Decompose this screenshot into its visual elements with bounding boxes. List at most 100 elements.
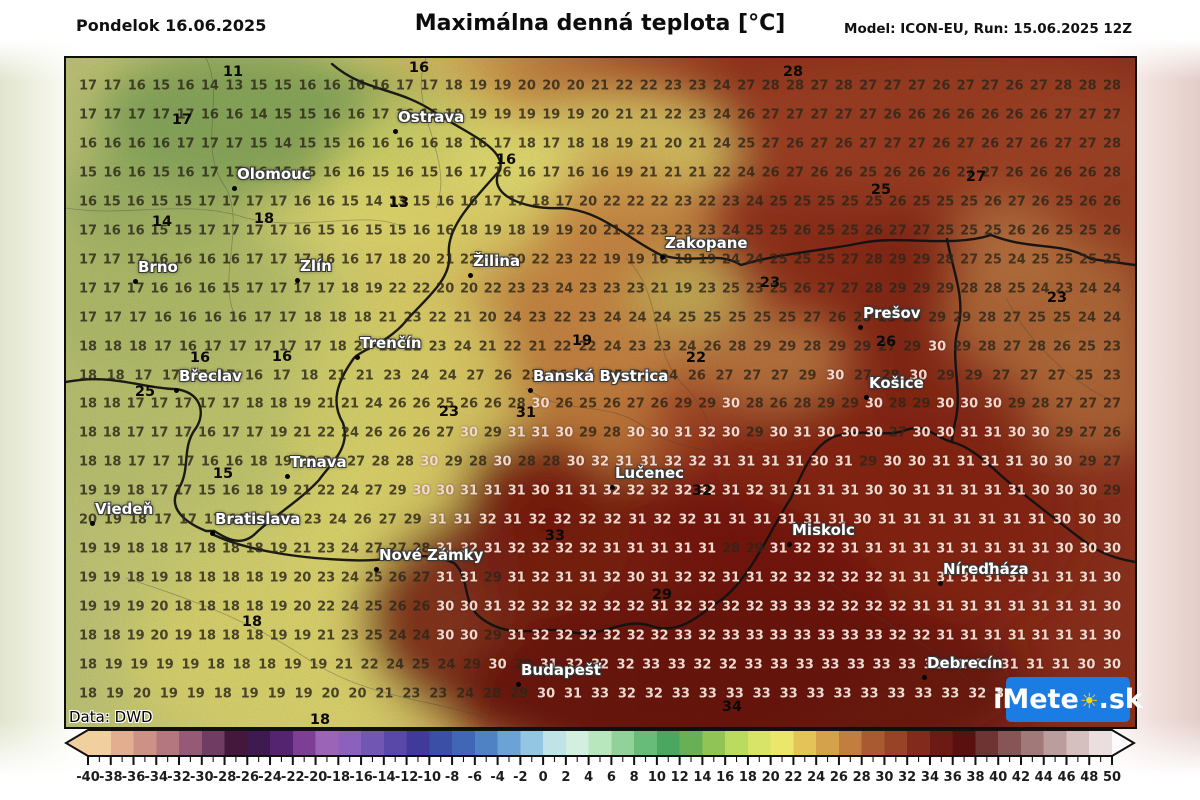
temp-value: 19 xyxy=(566,107,585,123)
temp-value: 31 xyxy=(974,657,994,673)
temp-value: 27 xyxy=(810,107,829,123)
temp-value: 18 xyxy=(517,136,536,152)
temp-value: 33 xyxy=(769,599,788,615)
temp-value: 16 xyxy=(245,368,264,383)
temp-value: 26 xyxy=(412,425,431,441)
temp-value: 23 xyxy=(650,223,669,239)
temp-value: 26 xyxy=(932,107,951,123)
temp-value: 32 xyxy=(555,599,574,615)
temp-value: 27 xyxy=(810,78,829,94)
temp-value: 22 xyxy=(360,657,379,673)
temp-value: 17 xyxy=(150,396,169,412)
temp-value: 33 xyxy=(769,628,788,644)
temp-value: 31 xyxy=(912,541,931,557)
extreme-temp-label: 23 xyxy=(438,404,460,420)
temp-value: 31 xyxy=(983,570,1002,586)
temp-value: 21 xyxy=(355,368,374,383)
temp-value: 18 xyxy=(78,686,98,702)
temp-value: 27 xyxy=(761,107,780,123)
extreme-temp-label: 14 xyxy=(151,214,173,230)
scale-tick-label: 12 xyxy=(671,770,689,785)
scale-tick-label: 44 xyxy=(1035,770,1053,785)
temp-value: 31 xyxy=(721,483,741,499)
temp-value: 24 xyxy=(712,107,731,123)
scale-tick-label: -2 xyxy=(513,770,527,785)
temp-value: 31 xyxy=(803,512,822,528)
temp-value: 26 xyxy=(888,194,907,210)
temp-value: 23 xyxy=(628,339,647,355)
temp-value: 31 xyxy=(1007,599,1026,615)
extreme-temp-label: 23 xyxy=(1046,290,1068,306)
temp-value: 30 xyxy=(721,396,741,412)
temp-value: 31 xyxy=(737,454,756,470)
temp-value: 22 xyxy=(698,194,717,210)
extreme-temp-label: 23 xyxy=(759,275,781,291)
temp-value: 17 xyxy=(126,425,145,441)
city-label: Košice xyxy=(869,374,924,392)
scale-tick-label: 30 xyxy=(875,770,893,785)
temp-value: 26 xyxy=(1007,223,1026,239)
temp-value: 24 xyxy=(411,368,430,383)
temp-value: 16 xyxy=(322,165,341,181)
temp-value: 31 xyxy=(579,570,598,586)
temp-value: 26 xyxy=(1102,223,1122,239)
temp-value: 31 xyxy=(878,512,897,528)
temp-value: 32 xyxy=(698,628,717,644)
temp-value: 17 xyxy=(245,281,264,297)
temp-value: 30 xyxy=(960,396,979,412)
temp-value: 31 xyxy=(960,628,979,644)
temp-value: 30 xyxy=(626,425,645,441)
scale-tick-label: -34 xyxy=(145,770,169,785)
extreme-temp-label: 25 xyxy=(870,182,892,198)
temp-value: 15 xyxy=(221,281,240,297)
temp-value: 23 xyxy=(429,686,448,702)
temp-value: 26 xyxy=(549,368,568,383)
temp-value: 31 xyxy=(650,599,669,615)
temp-value: 27 xyxy=(737,78,756,94)
temp-value: 22 xyxy=(553,339,572,355)
temp-value: 33 xyxy=(860,686,879,702)
temp-value: 26 xyxy=(1053,339,1072,355)
temp-value: 17 xyxy=(245,194,264,210)
temp-value: 28 xyxy=(412,541,431,557)
temp-value: 33 xyxy=(779,686,798,702)
temp-value: 25 xyxy=(678,310,697,326)
temp-value: 31 xyxy=(459,483,479,499)
temp-value: 27 xyxy=(912,223,931,239)
temp-value: 32 xyxy=(478,512,497,528)
temp-value: 18 xyxy=(328,339,347,355)
temp-value: 32 xyxy=(888,628,907,644)
temp-value: 28 xyxy=(834,78,853,94)
temp-value: 31 xyxy=(728,512,747,528)
temp-value: 24 xyxy=(322,454,341,470)
temp-value: 18 xyxy=(303,310,322,326)
temp-value: 19 xyxy=(186,686,205,702)
temp-value: 32 xyxy=(528,512,547,528)
temp-value: 22 xyxy=(553,310,572,326)
temp-value: 27 xyxy=(960,252,979,268)
temp-value: 15 xyxy=(412,194,431,210)
temp-value: 31 xyxy=(650,570,669,586)
temp-value: 16 xyxy=(566,165,585,181)
temp-value: 26 xyxy=(1005,165,1024,181)
temp-value: 17 xyxy=(200,165,219,181)
temp-value: 24 xyxy=(456,686,475,702)
temp-value: 29 xyxy=(936,281,955,297)
temp-value: 23 xyxy=(555,252,574,268)
scale-tick-label: -12 xyxy=(395,770,419,785)
temp-value: 33 xyxy=(793,599,812,615)
temp-value: 30 xyxy=(493,454,512,470)
city-label: Ostrava xyxy=(398,108,465,126)
temp-value: 22 xyxy=(412,281,431,297)
temp-value: 28 xyxy=(721,541,741,557)
city-dot xyxy=(393,129,398,134)
temp-value: 18 xyxy=(258,657,277,673)
temp-value: 14 xyxy=(274,136,293,152)
temp-value: 16 xyxy=(444,165,463,181)
temp-value: 24 xyxy=(437,657,456,673)
temp-value: 29 xyxy=(828,339,847,355)
temp-value: 26 xyxy=(388,599,407,615)
temp-value: 30 xyxy=(864,396,883,412)
scale-tick-label: -4 xyxy=(490,770,504,785)
temp-value: 26 xyxy=(981,107,1000,123)
